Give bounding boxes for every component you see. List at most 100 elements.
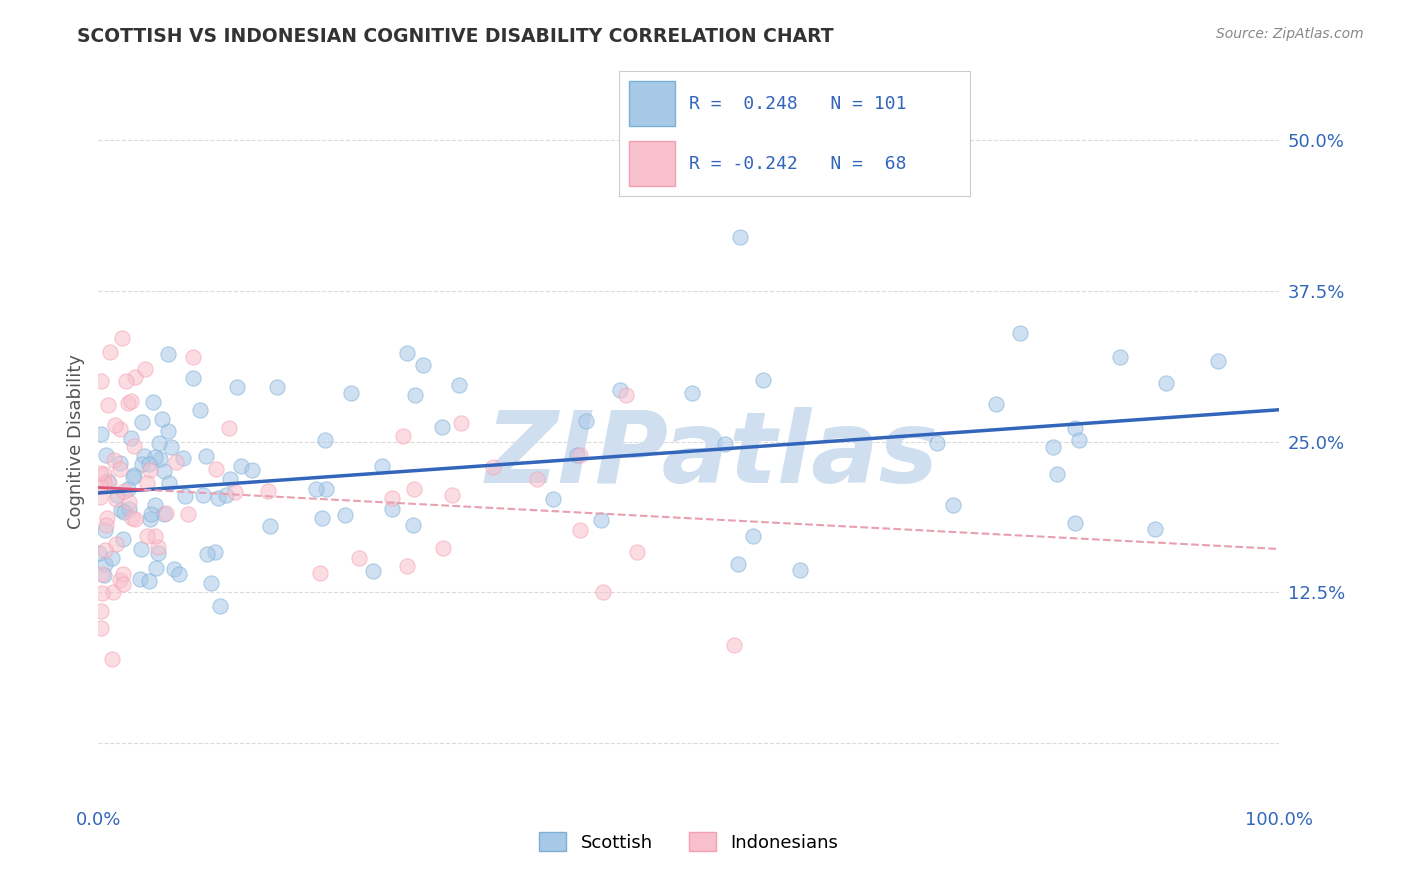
Point xyxy=(89,479,111,493)
Point xyxy=(207,491,229,505)
Legend: Scottish, Indonesians: Scottish, Indonesians xyxy=(531,825,846,859)
Point xyxy=(111,331,134,345)
Point xyxy=(752,373,775,387)
Point xyxy=(149,452,172,467)
Point xyxy=(146,546,169,560)
Point xyxy=(1156,376,1178,391)
Point xyxy=(90,375,112,389)
Point xyxy=(188,403,211,417)
Point xyxy=(112,483,135,498)
Point xyxy=(381,502,404,516)
Point xyxy=(349,551,371,566)
Point xyxy=(218,421,240,435)
Point xyxy=(305,482,328,496)
Point xyxy=(124,369,146,384)
Point xyxy=(984,397,1007,411)
Point xyxy=(131,415,153,429)
Point xyxy=(591,513,613,527)
Text: R =  0.248   N = 101: R = 0.248 N = 101 xyxy=(689,95,907,112)
Point xyxy=(231,459,253,474)
Point xyxy=(155,506,177,520)
Point xyxy=(174,489,197,503)
Point xyxy=(681,385,703,400)
Point xyxy=(94,543,117,558)
Point xyxy=(205,462,228,476)
Point xyxy=(110,573,132,587)
Point xyxy=(402,482,425,496)
Point xyxy=(87,546,110,560)
Point xyxy=(614,388,637,402)
Point xyxy=(105,488,128,502)
Point xyxy=(145,450,167,464)
Point xyxy=(450,417,472,431)
Point xyxy=(122,470,145,484)
Point xyxy=(340,385,363,400)
Point xyxy=(148,540,170,554)
Point xyxy=(98,345,121,359)
Point xyxy=(396,346,419,360)
Point xyxy=(224,484,246,499)
Point xyxy=(191,488,214,502)
Point xyxy=(167,566,190,581)
Point xyxy=(153,464,176,478)
Point xyxy=(574,414,596,428)
Point xyxy=(361,564,384,578)
Text: R = -0.242   N =  68: R = -0.242 N = 68 xyxy=(689,155,907,173)
Point xyxy=(93,467,115,481)
Point xyxy=(94,517,117,532)
Point xyxy=(404,387,426,401)
Point xyxy=(122,439,145,453)
Point xyxy=(204,544,226,558)
Point xyxy=(104,417,127,432)
Point xyxy=(789,563,811,577)
Point xyxy=(98,475,121,490)
Point xyxy=(94,449,117,463)
Point xyxy=(526,472,548,486)
Point xyxy=(128,572,150,586)
Point xyxy=(565,448,588,462)
Point xyxy=(160,440,183,454)
Point xyxy=(135,529,157,543)
Point xyxy=(110,502,132,516)
Point xyxy=(90,621,112,635)
Point xyxy=(215,488,238,502)
Point xyxy=(118,495,141,509)
Point xyxy=(143,529,166,543)
Point xyxy=(91,586,114,600)
Text: ZIPatlas: ZIPatlas xyxy=(486,408,939,505)
Point xyxy=(111,567,134,582)
Point xyxy=(569,449,592,463)
Point xyxy=(430,420,453,434)
Bar xyxy=(630,141,675,186)
Point xyxy=(311,511,333,525)
Point xyxy=(120,432,142,446)
Point xyxy=(194,449,217,463)
Point xyxy=(121,510,143,524)
Point xyxy=(447,378,470,392)
Point xyxy=(395,559,418,574)
Point xyxy=(93,568,115,582)
Point xyxy=(96,511,118,525)
Point xyxy=(172,451,194,466)
Point xyxy=(139,508,162,522)
Point xyxy=(609,383,631,397)
Point xyxy=(117,396,139,410)
Point xyxy=(412,359,434,373)
Point xyxy=(257,483,280,498)
Point xyxy=(592,584,614,599)
Point xyxy=(402,518,425,533)
Point xyxy=(148,435,170,450)
Y-axis label: Cognitive Disability: Cognitive Disability xyxy=(66,354,84,529)
Point xyxy=(139,463,162,477)
Point xyxy=(942,498,965,512)
Point xyxy=(89,466,111,480)
Point xyxy=(118,502,141,516)
Point xyxy=(240,462,263,476)
Point xyxy=(89,490,111,504)
Point xyxy=(441,488,464,502)
Point xyxy=(1010,326,1032,341)
Point xyxy=(104,537,127,551)
Point xyxy=(90,604,112,618)
Point xyxy=(1109,350,1132,364)
Point xyxy=(165,455,187,469)
